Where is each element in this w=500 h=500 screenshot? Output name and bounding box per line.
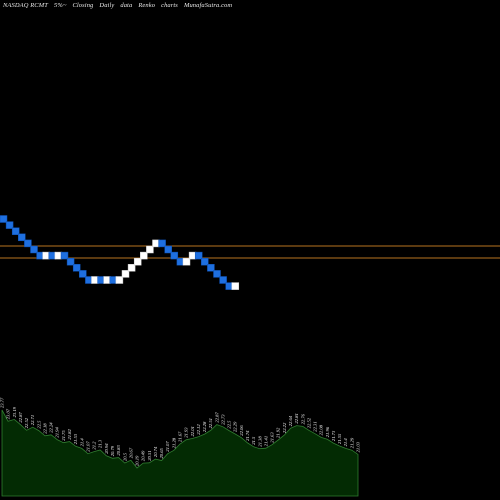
down-brick <box>164 245 172 254</box>
volume-label: 22.73 <box>221 414 226 425</box>
volume-label: 22.18 <box>43 423 48 434</box>
volume-label: 22.87 <box>214 412 219 423</box>
down-brick <box>11 227 20 235</box>
volume-label: 21.07 <box>85 441 90 452</box>
volume-label: 21.07 <box>165 441 170 452</box>
down-brick <box>170 251 179 260</box>
down-brick <box>66 257 75 266</box>
charts-word: charts <box>161 2 178 9</box>
down-brick <box>201 257 209 266</box>
change-label: 5%~ <box>53 2 67 9</box>
volume-label: 21.4 <box>343 438 348 447</box>
chart-kind-label: Renko <box>138 2 156 9</box>
volume-area <box>1 409 359 497</box>
volume-label: 20.5 <box>122 452 127 461</box>
level-lines <box>0 245 500 259</box>
renko-bricks <box>0 215 240 290</box>
volume-label: 20.67 <box>128 447 133 458</box>
volume-label: 22.24 <box>49 422 54 433</box>
volume-label: 21.38 <box>257 436 262 447</box>
price-type-label: Closing <box>72 2 94 9</box>
volume-label: 21.4 <box>79 438 84 447</box>
up-brick <box>133 257 142 266</box>
volume-label: 22.5 <box>227 420 232 429</box>
volume-label: 22.06 <box>239 425 244 436</box>
volume-label: 21.55 <box>337 433 342 444</box>
volume-label: 21.41 <box>263 436 268 446</box>
down-brick <box>194 251 203 260</box>
volume-label: 22.51 <box>208 418 213 428</box>
up-brick <box>121 270 130 278</box>
volume-label: 22.64 <box>288 415 293 426</box>
volume-label: 22.28 <box>202 421 207 432</box>
symbol-label: NASDAQ RCMT <box>3 2 48 9</box>
down-brick <box>79 270 87 278</box>
volume-label: 21.96 <box>325 426 330 437</box>
data-word: data <box>120 2 133 9</box>
volume-label: 22.52 <box>306 417 311 428</box>
site-label: MunafaSutra.com <box>183 2 233 9</box>
up-brick <box>146 245 154 254</box>
volume-label: 21.2 <box>92 441 97 450</box>
volume-label: 22.01 <box>190 426 195 436</box>
up-brick <box>231 282 240 290</box>
volume-label: 21.67 <box>178 431 183 442</box>
volume-label: 21.3 <box>98 439 103 448</box>
volume-label: 20.19 <box>135 455 140 466</box>
volume-label: 22.87 <box>18 412 23 423</box>
volume-label: 21.28 <box>171 437 176 448</box>
volume-label: 21.82 <box>67 429 72 440</box>
volume-label: 21.03 <box>356 441 361 452</box>
down-brick <box>5 221 14 229</box>
volume-label: 21.53 <box>73 433 78 444</box>
volume-label: 22.81 <box>294 413 299 423</box>
volume-label: 20.83 <box>116 445 121 456</box>
up-brick <box>140 251 148 260</box>
volume-label: 21.93 <box>184 427 189 438</box>
down-brick <box>213 270 221 278</box>
volume-label: 22.76 <box>300 413 305 424</box>
down-brick <box>72 264 81 272</box>
down-brick <box>219 276 227 284</box>
up-brick <box>182 257 191 266</box>
volume-label: 20.74 <box>153 446 158 457</box>
volume-label: 21.92 <box>276 427 281 438</box>
volume-label: 23.77 <box>0 397 5 408</box>
volume-label: 22.22 <box>282 422 287 433</box>
volume-label: 21.5 <box>251 436 256 445</box>
volume-label: 20.94 <box>104 443 109 454</box>
down-brick <box>0 215 8 223</box>
volume-label: 22.71 <box>30 415 35 425</box>
down-brick <box>18 233 26 242</box>
volume-label: 20.79 <box>110 445 115 456</box>
down-brick <box>60 251 69 260</box>
volume-label: 22.5 <box>36 420 41 429</box>
volume-label: 22.52 <box>24 417 29 428</box>
up-brick <box>115 276 124 284</box>
volume-label: 21.63 <box>270 432 275 443</box>
volume-label: 23.19 <box>12 406 17 417</box>
down-brick <box>158 239 166 248</box>
volume-label: 22.08 <box>319 424 324 435</box>
volume-label: 21.29 <box>349 437 354 448</box>
volume-label: 20.51 <box>147 450 152 460</box>
down-brick <box>24 239 32 248</box>
volume-label: 20.49 <box>141 450 146 461</box>
volume-label: 22.12 <box>196 424 201 435</box>
volume-label: 21.73 <box>331 430 336 441</box>
period-label: Daily <box>99 2 115 9</box>
volume-label: 20.65 <box>159 447 164 458</box>
volume-label: 22.29 <box>233 421 238 432</box>
volume-label: 23.07 <box>6 408 11 419</box>
volume-label: 21.74 <box>245 430 250 441</box>
volume-label: 21.94 <box>55 427 60 438</box>
volume-label: 21.75 <box>61 430 66 441</box>
volume-label: 22.31 <box>313 421 318 431</box>
down-brick <box>30 245 38 254</box>
chart-header: NASDAQ RCMT 5%~ Closing Daily data Renko chart… <box>3 2 238 9</box>
up-brick <box>127 264 136 272</box>
down-brick <box>207 264 215 272</box>
